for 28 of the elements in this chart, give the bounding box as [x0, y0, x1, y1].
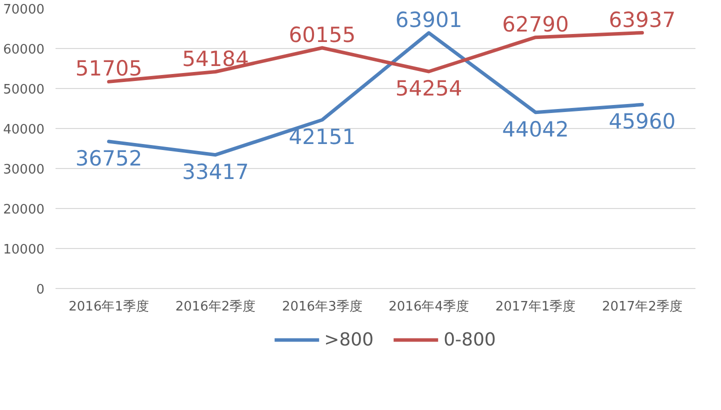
x-tick-label: 2016年1季度 [68, 298, 150, 314]
y-tick-label: 60000 [3, 42, 45, 58]
data-label: 45960 [608, 110, 676, 134]
data-label: 54184 [182, 46, 249, 71]
y-tick-label: 20000 [3, 202, 45, 218]
data-label: 63937 [608, 8, 676, 32]
x-tick-label: 2016年2季度 [175, 298, 256, 314]
y-tick-label: 50000 [3, 82, 45, 98]
data-label: 63901 [395, 8, 462, 32]
y-tick-label: 10000 [3, 242, 45, 258]
x-tick-label: 2016年4季度 [388, 298, 470, 314]
data-label: 54254 [395, 76, 462, 100]
data-label: 36752 [75, 146, 142, 170]
x-tick-label: 2017年1季度 [495, 298, 576, 314]
y-tick-label: 40000 [3, 122, 45, 138]
data-label: 62790 [502, 12, 569, 36]
data-label: 33417 [182, 160, 249, 184]
data-label: 42151 [288, 124, 356, 149]
legend-label: 0-800 [444, 329, 496, 350]
x-tick-label: 2016年3季度 [282, 298, 362, 314]
y-tick-label: 70000 [3, 2, 45, 18]
y-tick-label: 30000 [3, 162, 45, 178]
x-tick-label: 2017年2季度 [602, 298, 682, 314]
data-label: 51705 [75, 56, 142, 81]
legend-label: >800 [324, 329, 374, 350]
data-label: 44042 [502, 117, 569, 142]
y-tick-label: 0 [36, 282, 45, 298]
data-label: 60155 [288, 22, 356, 47]
